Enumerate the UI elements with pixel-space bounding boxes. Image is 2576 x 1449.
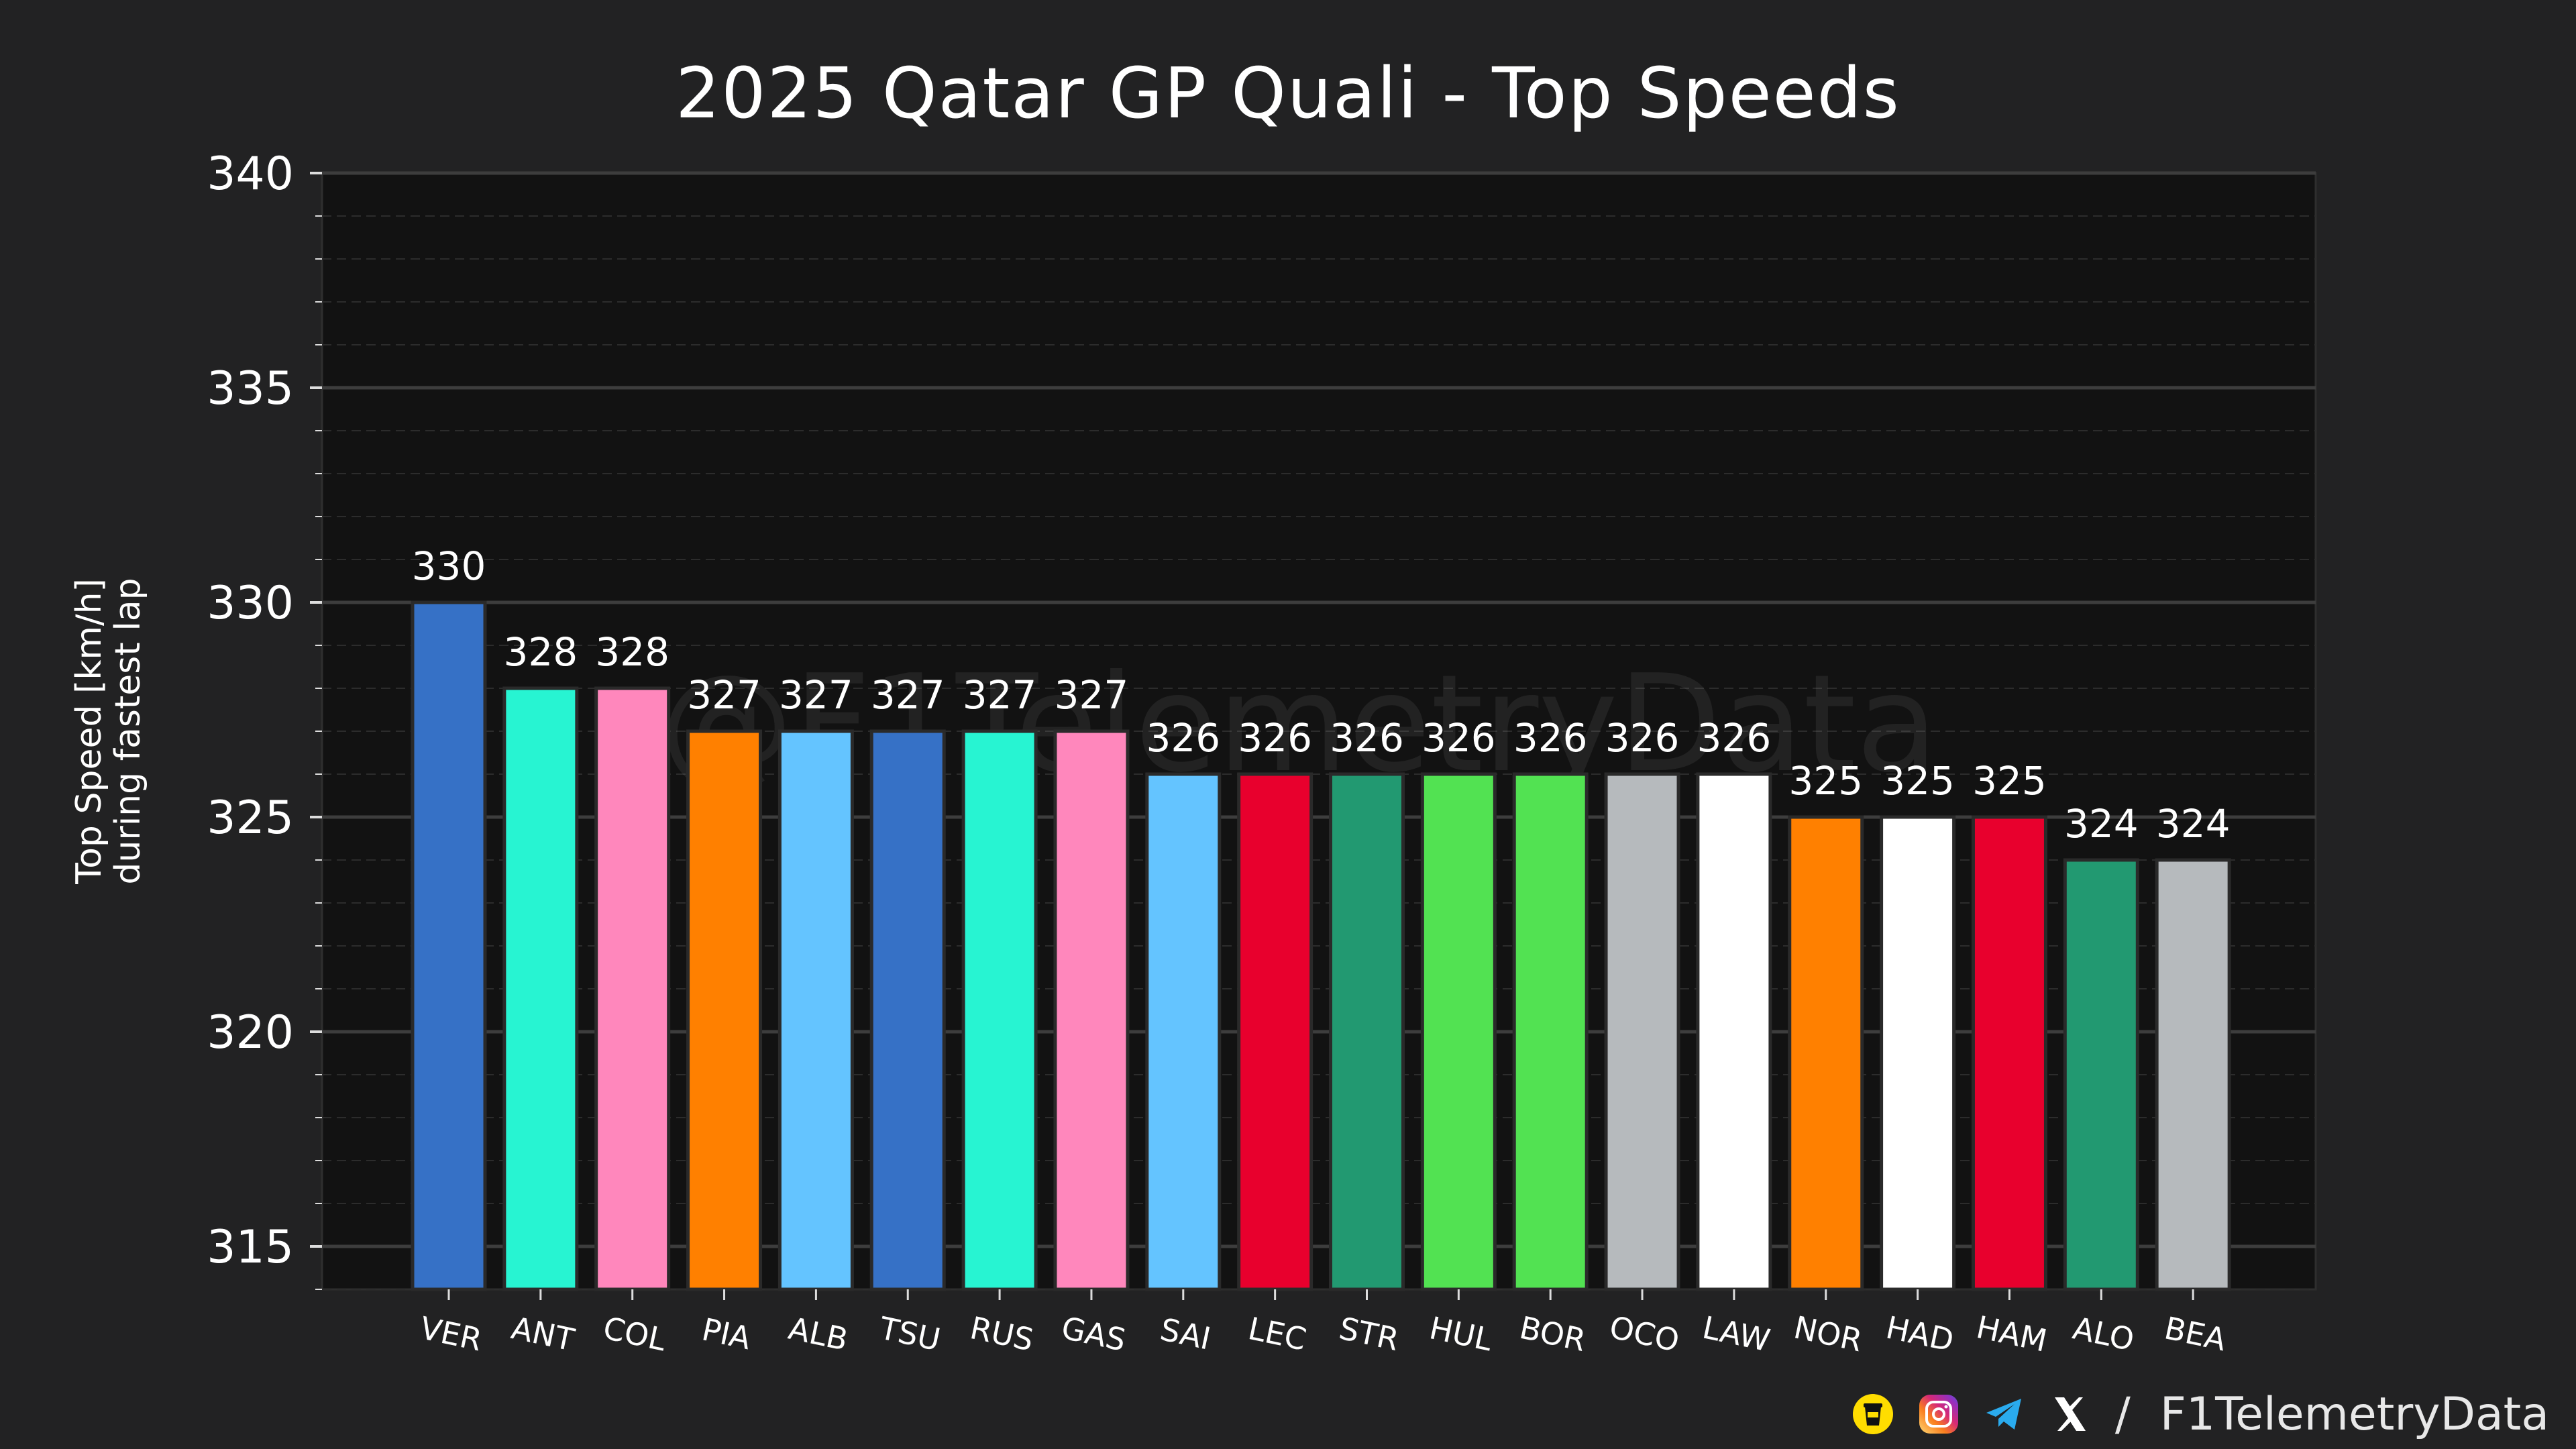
x-tick-label-ham: HAM: [1973, 1309, 2050, 1359]
y-tick-label: 340: [207, 148, 294, 201]
x-tick-label-lec: LEC: [1245, 1310, 1309, 1358]
x-tick-label-nor: NOR: [1790, 1309, 1866, 1358]
y-axis-label-line: during fastest lap: [108, 578, 148, 884]
data-label-ver: 330: [412, 543, 486, 589]
bar-rus: [961, 729, 1038, 1291]
y-tick-label: 335: [207, 362, 294, 415]
footer-separator: /: [2114, 1387, 2131, 1441]
x-tick-label-bor: BOR: [1517, 1309, 1589, 1358]
data-label-str: 326: [1330, 715, 1404, 761]
y-axis-label: Top Speed [km/h]during fastest lap: [69, 578, 148, 884]
bar-alo: [2063, 858, 2139, 1291]
data-label-bea: 324: [2156, 801, 2231, 847]
data-label-bor: 326: [1513, 715, 1588, 761]
data-label-had: 325: [1880, 758, 1955, 804]
y-tick-label: 325: [207, 792, 294, 845]
x-icon[interactable]: [2049, 1393, 2091, 1435]
x-tick-label-sai: SAI: [1157, 1311, 1214, 1356]
x-tick-label-law: LAW: [1699, 1309, 1773, 1358]
x-tick-label-tsu: TSU: [875, 1309, 943, 1358]
x-tick-label-hul: HUL: [1426, 1309, 1495, 1358]
x-tick-label-bea: BEA: [2161, 1309, 2230, 1358]
bar-nor: [1788, 815, 1864, 1291]
bar-oco: [1604, 772, 1680, 1291]
x-tick-label-pia: PIA: [699, 1311, 755, 1356]
instagram-icon[interactable]: [1918, 1393, 1960, 1435]
x-tick-label-str: STR: [1336, 1310, 1403, 1358]
x-tick-label-ant: ANT: [508, 1309, 578, 1358]
data-label-pia: 327: [687, 672, 761, 718]
data-label-nor: 325: [1788, 758, 1863, 804]
x-tick-label-ver: VER: [417, 1309, 485, 1358]
data-label-tsu: 327: [871, 672, 945, 718]
data-label-lec: 326: [1238, 715, 1312, 761]
coffee-cup-icon[interactable]: [1852, 1393, 1894, 1435]
y-tick-label: 320: [207, 1006, 294, 1059]
y-tick-label: 315: [207, 1221, 294, 1274]
bar-str: [1329, 772, 1405, 1291]
bar-bor: [1512, 772, 1589, 1291]
x-tick-label-had: HAD: [1883, 1309, 1957, 1358]
bar-alb: [777, 729, 854, 1291]
data-label-gas: 327: [1055, 672, 1129, 718]
bar-sai: [1145, 772, 1222, 1291]
data-label-col: 328: [595, 629, 669, 675]
telegram-icon[interactable]: [1984, 1393, 2025, 1435]
bar-hul: [1420, 772, 1497, 1291]
y-axis-label-line: Top Speed [km/h]: [69, 578, 109, 885]
x-tick-label-col: COL: [600, 1309, 669, 1358]
data-label-alo: 324: [2064, 801, 2139, 847]
footer-handle[interactable]: F1TelemetryData: [2159, 1387, 2549, 1441]
bar-tsu: [869, 729, 946, 1291]
data-label-ant: 328: [503, 629, 578, 675]
data-label-oco: 326: [1605, 715, 1680, 761]
y-axis: 315 320 325 330 335 340: [207, 148, 322, 1290]
data-label-ham: 325: [1972, 758, 2047, 804]
y-tick-label: 330: [207, 577, 294, 630]
data-label-law: 326: [1697, 715, 1772, 761]
data-label-alb: 327: [779, 672, 853, 718]
bar-ver: [411, 600, 487, 1291]
x-tick-label-gas: GAS: [1059, 1309, 1129, 1358]
chart-title: 2025 Qatar GP Quali - Top Speeds: [676, 52, 1900, 134]
data-labels: 330 328 328 327 327 327 327 327 326 326 326 326 326 3…: [412, 543, 2231, 847]
x-axis: VER ANT COL PIA ALB TSU RUS GAS SAI LEC STR HUL BOR O…: [417, 1289, 2230, 1359]
bar-pia: [686, 729, 763, 1291]
x-tick-label-oco: OCO: [1607, 1309, 1682, 1359]
bar-lec: [1237, 772, 1313, 1291]
x-tick-label-rus: RUS: [967, 1309, 1036, 1358]
bar-ant: [502, 686, 579, 1291]
bar-ham: [1971, 815, 2047, 1291]
x-tick-label-alo: ALO: [2070, 1309, 2137, 1358]
data-label-hul: 326: [1421, 715, 1496, 761]
bar-col: [594, 686, 671, 1291]
bar-gas: [1053, 729, 1130, 1291]
bar-had: [1880, 815, 1956, 1291]
bar-bea: [2155, 858, 2231, 1291]
data-label-sai: 326: [1146, 715, 1220, 761]
data-label-rus: 327: [963, 672, 1037, 718]
footer: / F1TelemetryData: [1852, 1387, 2549, 1441]
x-tick-label-alb: ALB: [786, 1310, 851, 1358]
bar-law: [1696, 772, 1772, 1291]
